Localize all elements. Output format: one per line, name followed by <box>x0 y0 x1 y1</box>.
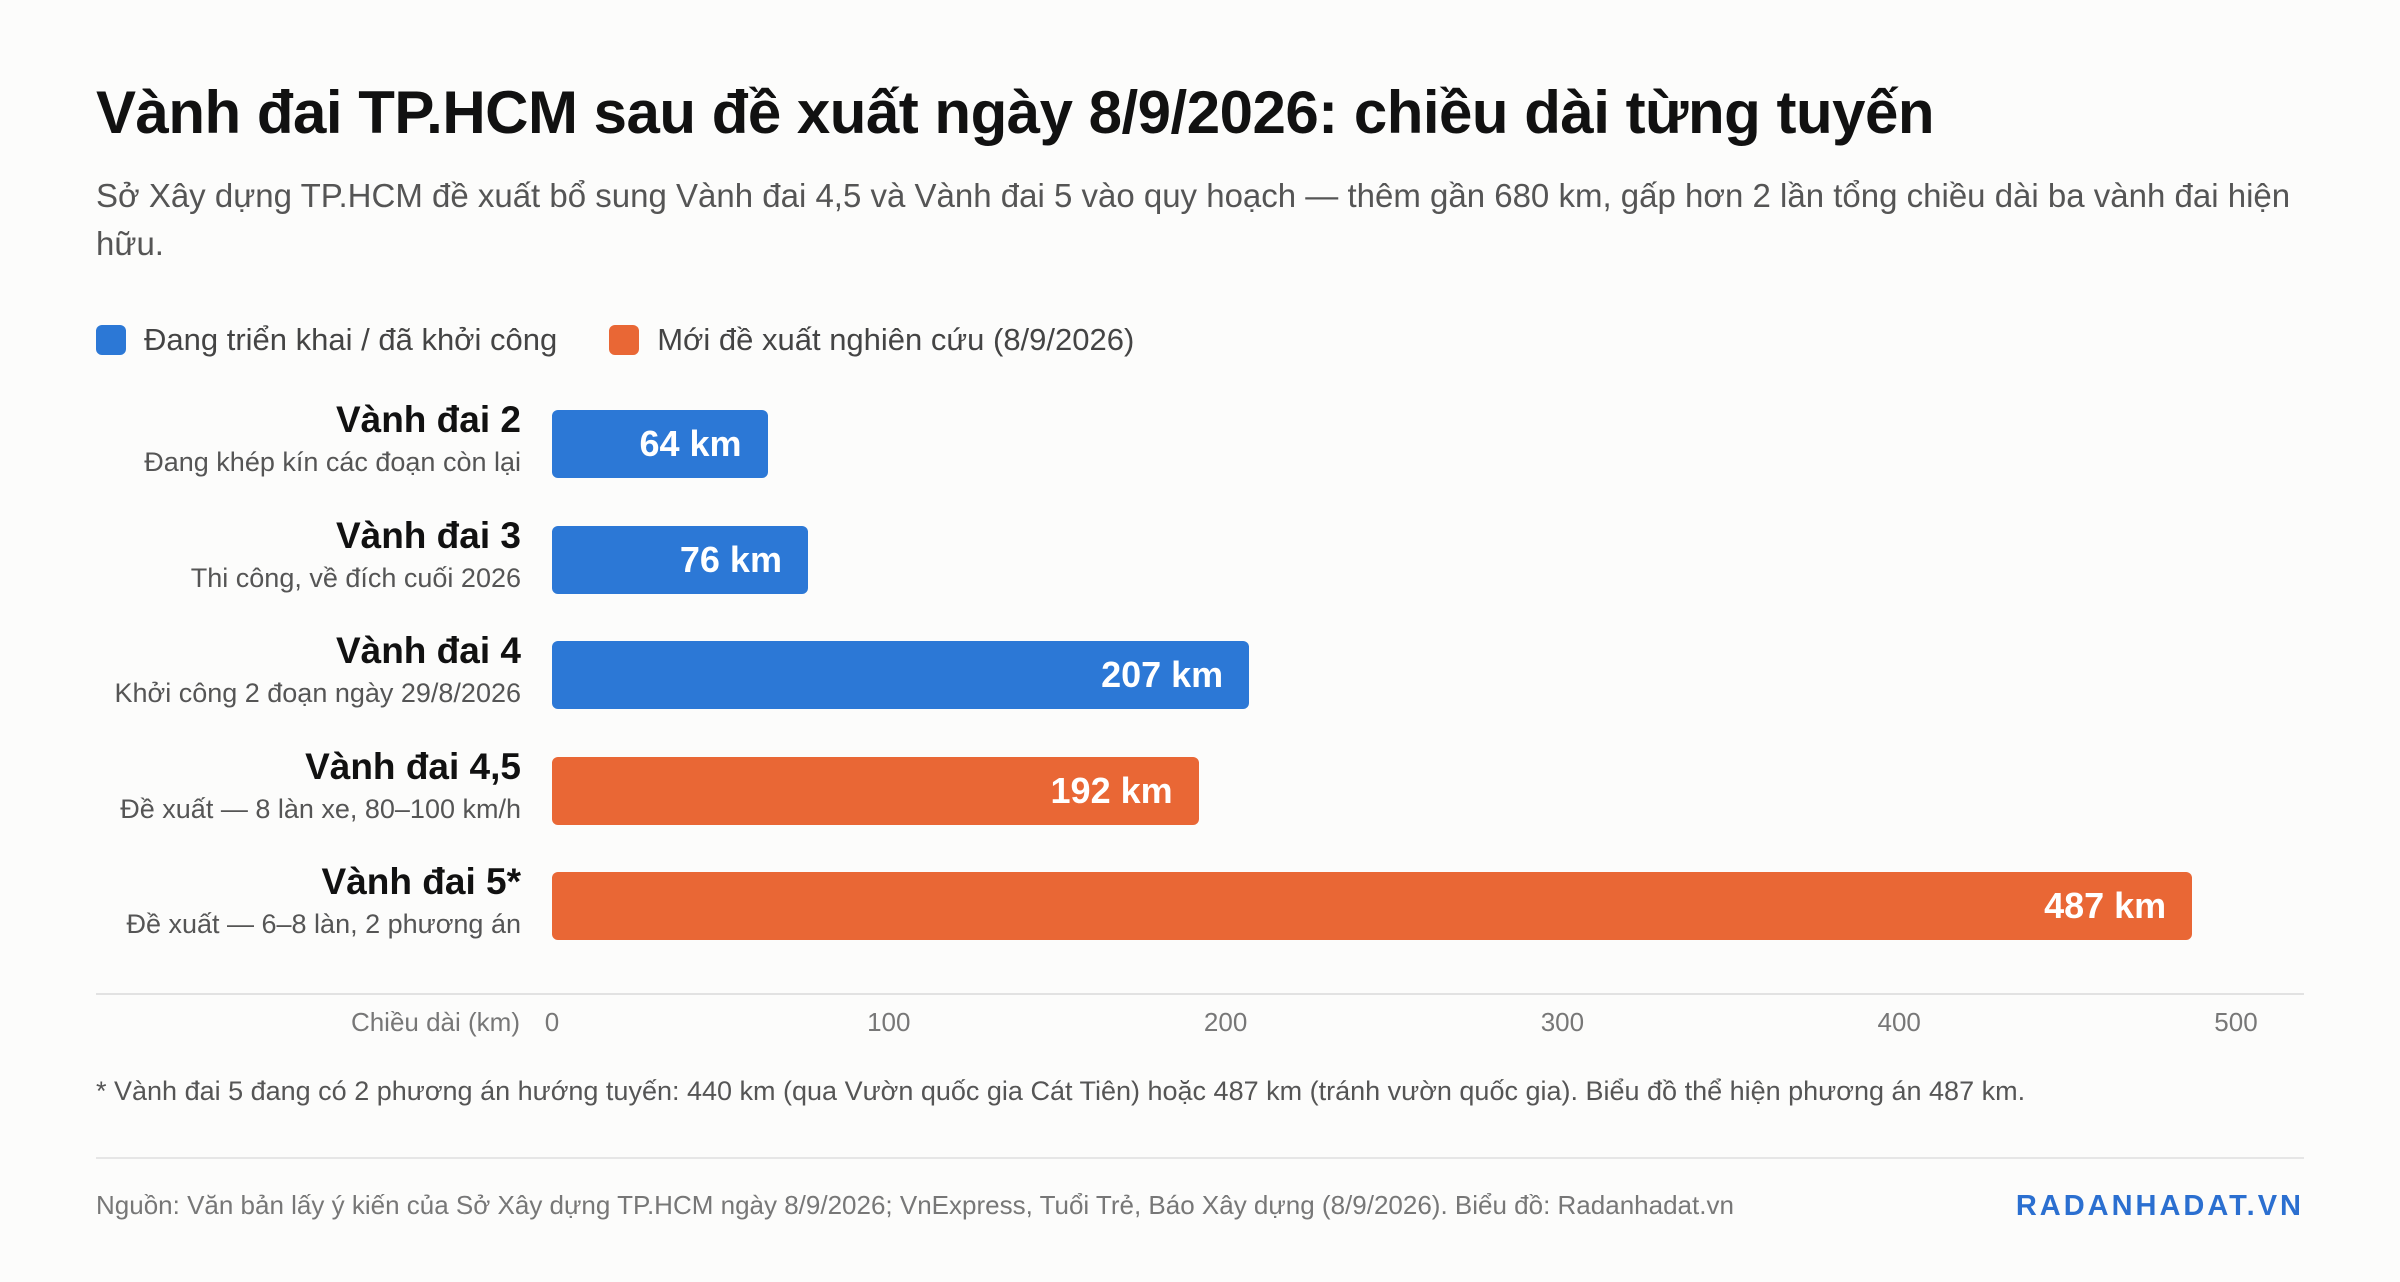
x-tick-label: 300 <box>1540 1007 1585 1037</box>
bar-value-label: 64 km <box>639 423 742 464</box>
x-axis-line <box>96 993 2304 995</box>
bar-label-5: Vành đai 5* Đề xuất — 6–8 làn, 2 phương á… <box>96 860 521 944</box>
legend-swatch-ongoing <box>96 325 126 355</box>
bar-category-label: Vành đai 5* <box>321 861 521 902</box>
bar-category-note: Khởi công 2 đoạn ngày 29/8/2026 <box>114 678 521 708</box>
x-axis-title: Chiều dài (km) <box>350 1007 520 1037</box>
brand-logo: RADANHADAT.VN <box>2015 1190 2304 1222</box>
x-tick-label: 0 <box>544 1007 560 1037</box>
bar-value-label: 487 km <box>2044 885 2167 926</box>
x-tick-label: 500 <box>2214 1007 2258 1037</box>
footnote: * Vành đai 5 đang có 2 phương án hướng t… <box>96 1076 2026 1106</box>
bar-category-label: Vành đai 3 <box>335 514 521 556</box>
x-tick-label: 200 <box>1203 1007 1248 1037</box>
bar-3: 207 km <box>552 641 1250 709</box>
chart-subtitle: Sở Xây dựng TP.HCM đề xuất bổ sung Vành … <box>96 177 2291 262</box>
legend-label-proposed: Mới đề xuất nghiên cứu (8/9/2026) <box>657 322 1135 357</box>
legend-label-ongoing: Đang triển khai / đã khởi công <box>144 322 558 357</box>
bar-label-3: Vành đai 4 Khởi công 2 đoạn ngày 29/8/202… <box>96 629 521 713</box>
bar-category-note: Đề xuất — 8 làn xe, 80–100 km/h <box>120 793 521 824</box>
legend-item-ongoing: Đang triển khai / đã khởi công <box>96 322 557 358</box>
legend-item-proposed: Mới đề xuất nghiên cứu (8/9/2026) <box>609 322 1134 358</box>
x-tick-label: 100 <box>867 1007 911 1037</box>
bar-2: 76 km <box>552 525 808 594</box>
bar-category-note: Đề xuất — 6–8 làn, 2 phương án <box>126 909 521 939</box>
bar-value-label: 192 km <box>1050 769 1173 811</box>
x-tick-label: 400 <box>1877 1007 1921 1037</box>
legend-swatch-proposed <box>609 325 640 355</box>
bar-1: 64 km <box>552 410 768 478</box>
bar-category-note: Thi công, về đích cuối 2026 <box>190 562 521 593</box>
bar-label-2: Vành đai 3 Thi công, về đích cuối 2026 <box>96 514 521 598</box>
bar-label-1: Vành đai 2 Đang khép kín các đoạn còn lại <box>96 398 521 482</box>
bar-category-label: Vành đai 2 <box>335 399 521 440</box>
chart-title: Vành đai TP.HCM sau đề xuất ngày 8/9/202… <box>96 79 1935 146</box>
bar-value-label: 76 km <box>679 538 782 580</box>
bar-5: 487 km <box>552 872 2193 940</box>
bar-category-label: Vành đai 4 <box>335 630 521 671</box>
bar-label-4: Vành đai 4,5 Đề xuất — 8 làn xe, 80–100 k… <box>96 745 521 829</box>
bar-value-label: 207 km <box>1101 654 1224 695</box>
bar-4: 192 km <box>552 756 1199 825</box>
bar-category-label: Vành đai 4,5 <box>305 745 521 787</box>
source-note: Nguồn: Văn bản lấy ý kiến của Sở Xây dựn… <box>96 1190 1734 1220</box>
legend: Đang triển khai / đã khởi công Mới đề xu… <box>96 322 1186 358</box>
footer-divider <box>96 1157 2304 1159</box>
bar-category-note: Đang khép kín các đoạn còn lại <box>144 447 521 477</box>
